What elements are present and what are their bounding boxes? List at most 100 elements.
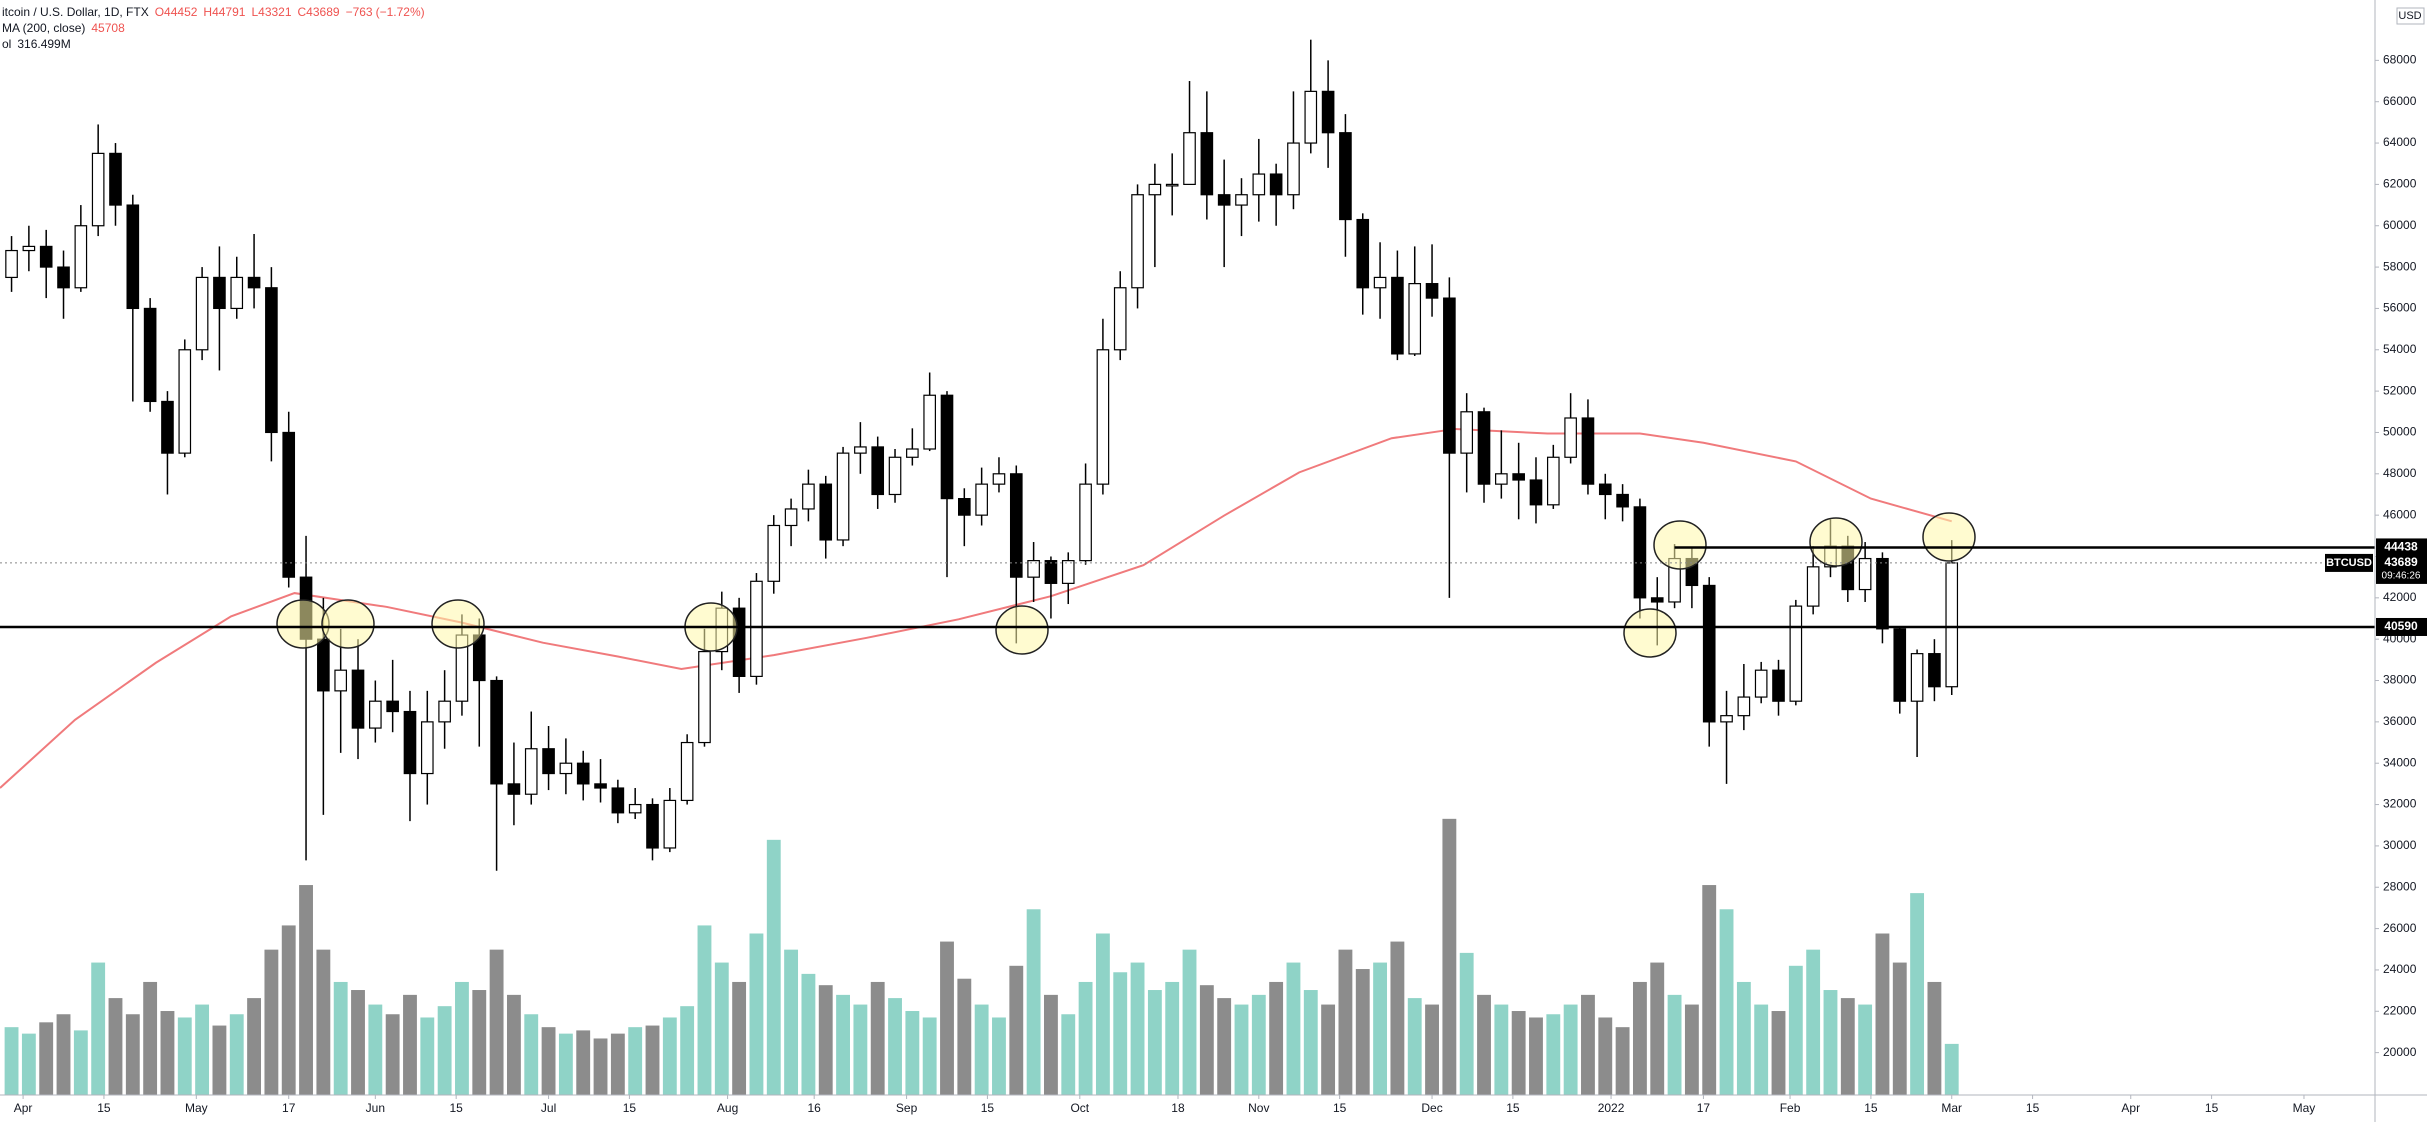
- volume-bar: [1736, 981, 1751, 1095]
- volume-bar: [610, 1033, 625, 1095]
- volume-bar: [541, 1027, 556, 1095]
- y-tick-label: 52000: [2383, 383, 2417, 397]
- y-tick-label: 24000: [2383, 962, 2417, 976]
- volume-bar: [264, 949, 279, 1095]
- volume-bar: [784, 949, 799, 1095]
- candle-body: [1893, 628, 1907, 702]
- volume-bar: [524, 1014, 539, 1095]
- y-tick-label: 50000: [2383, 425, 2417, 439]
- candle-body: [594, 783, 607, 789]
- volume-bar: [1459, 952, 1474, 1095]
- volume-bar: [506, 994, 521, 1095]
- volume-bar: [1563, 1004, 1578, 1095]
- candle-body: [923, 394, 936, 450]
- x-tick-label: 15: [2205, 1101, 2219, 1115]
- volume-bar: [1598, 1017, 1613, 1095]
- x-tick-label: 17: [282, 1101, 296, 1115]
- candle-body: [1113, 287, 1127, 351]
- volume-bar: [125, 1014, 140, 1095]
- ohlc-close: C43689: [297, 5, 340, 19]
- volume-bar: [1650, 962, 1665, 1095]
- candle-body: [57, 266, 70, 289]
- candle-body: [663, 799, 677, 849]
- volume-bar: [420, 1017, 435, 1095]
- candle-body: [1650, 597, 1664, 603]
- volume-bar: [281, 925, 296, 1095]
- volume-bar: [455, 981, 469, 1095]
- candle-body: [1546, 456, 1560, 506]
- candle-body: [143, 307, 157, 403]
- volume-bar: [1927, 981, 1942, 1095]
- highlight-circle: [1922, 512, 1976, 562]
- y-tick-label: 66000: [2383, 94, 2417, 108]
- candle-body: [1269, 173, 1283, 196]
- volume-bar: [1355, 969, 1370, 1095]
- candle-body: [542, 748, 555, 775]
- volume-bar: [1546, 1014, 1561, 1095]
- x-tick-label: Feb: [1780, 1101, 1801, 1115]
- y-tick-label: 26000: [2383, 921, 2417, 935]
- volume-bar: [818, 985, 833, 1095]
- volume-bar: [1407, 998, 1422, 1095]
- candle-body: [1737, 696, 1751, 717]
- volume-bar: [351, 990, 365, 1095]
- candle-body: [1720, 715, 1733, 723]
- volume-bar: [1217, 998, 1232, 1095]
- candle-body: [1131, 194, 1144, 289]
- candle-body: [628, 803, 642, 814]
- candle-body: [1304, 90, 1318, 144]
- volume-bar: [628, 1027, 643, 1095]
- volume-bar: [489, 949, 504, 1095]
- candle-body: [1321, 90, 1335, 134]
- y-tick-label: 28000: [2383, 879, 2417, 893]
- legend-row: ol 316.499M: [2, 36, 431, 52]
- y-tick-label: 64000: [2383, 135, 2417, 149]
- volume-bar: [1390, 941, 1405, 1095]
- volume-bar: [1632, 981, 1647, 1095]
- volume-bar: [1321, 1004, 1336, 1095]
- x-tick-label: 15: [2026, 1101, 2040, 1115]
- candle-body: [1079, 483, 1092, 562]
- candle-body: [784, 508, 798, 527]
- time-axis-bg: [0, 1095, 2375, 1122]
- candle-body: [282, 431, 296, 578]
- price-badge: [2376, 553, 2427, 584]
- candle-body: [1235, 194, 1248, 206]
- candle-body: [1061, 560, 1075, 584]
- volume-bar: [1667, 994, 1682, 1095]
- volume-bar: [229, 1014, 244, 1095]
- volume-bar: [1338, 949, 1353, 1095]
- candle-body: [1598, 483, 1612, 496]
- volume-bar: [1615, 1027, 1630, 1095]
- candle-body: [1148, 183, 1162, 196]
- price-label: 43689: [2384, 555, 2418, 569]
- candle-body: [1702, 584, 1716, 723]
- sma-last: 45708: [91, 21, 125, 35]
- candle-body: [646, 803, 659, 849]
- candle-body: [576, 762, 590, 785]
- candle-body: [1252, 173, 1266, 196]
- volume-bar: [195, 1004, 210, 1095]
- legend-row: itcoin / U.S. Dollar, 1D, FTX O44452 H4479…: [2, 4, 431, 20]
- x-tick-label: 15: [449, 1101, 463, 1115]
- volume-bar: [1702, 885, 1717, 1095]
- volume-bar: [801, 973, 816, 1095]
- volume-bar: [957, 978, 972, 1095]
- candle-body: [1772, 669, 1785, 702]
- volume-bar: [212, 1025, 227, 1095]
- x-tick-label: Oct: [1070, 1101, 1089, 1115]
- volume-bar: [1251, 994, 1266, 1095]
- candle-body: [126, 204, 140, 310]
- volume-bar: [1061, 1014, 1076, 1095]
- volume-bar: [1494, 1004, 1509, 1095]
- highlight-circle: [1809, 517, 1863, 567]
- volume-bar: [1477, 994, 1491, 1095]
- x-tick-label: 15: [1864, 1101, 1878, 1115]
- candle-body: [1581, 417, 1595, 485]
- candle-body: [1391, 276, 1404, 355]
- volume-bar: [974, 1004, 989, 1095]
- y-tick-label: 38000: [2383, 673, 2417, 687]
- level-badge: [2376, 538, 2427, 557]
- volume-bar: [333, 981, 348, 1095]
- volume-bar: [905, 1011, 920, 1095]
